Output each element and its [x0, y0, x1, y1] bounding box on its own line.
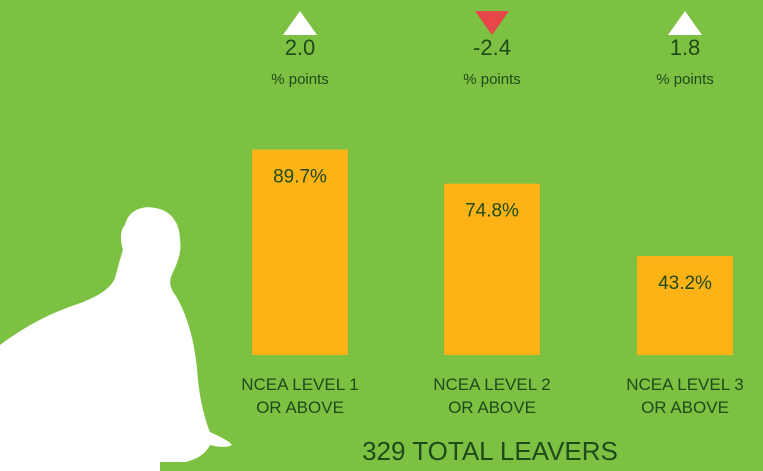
footer-text: 329 TOTAL LEAVERS	[362, 436, 618, 466]
bar	[637, 256, 733, 355]
up-arrow	[283, 11, 317, 35]
change-label: 2.0	[285, 35, 316, 60]
change-unit: % points	[271, 71, 329, 88]
value-label: 74.8%	[465, 201, 519, 222]
change-label: 1.8	[670, 35, 701, 60]
change-unit: % points	[463, 71, 521, 88]
down-arrow	[475, 11, 509, 35]
bar	[444, 183, 540, 355]
bar	[252, 149, 348, 355]
change-label: -2.4	[473, 35, 511, 60]
category-label: NCEA LEVEL 3 OR ABOVE	[626, 375, 744, 417]
category-label: NCEA LEVEL 1 OR ABOVE	[241, 375, 359, 417]
value-label: 43.2%	[658, 273, 712, 294]
change-unit: % points	[656, 71, 714, 88]
up-arrow	[668, 11, 702, 35]
value-label: 89.7%	[273, 167, 327, 188]
person-silhouette	[0, 207, 232, 471]
category-label: NCEA LEVEL 2 OR ABOVE	[433, 375, 551, 417]
